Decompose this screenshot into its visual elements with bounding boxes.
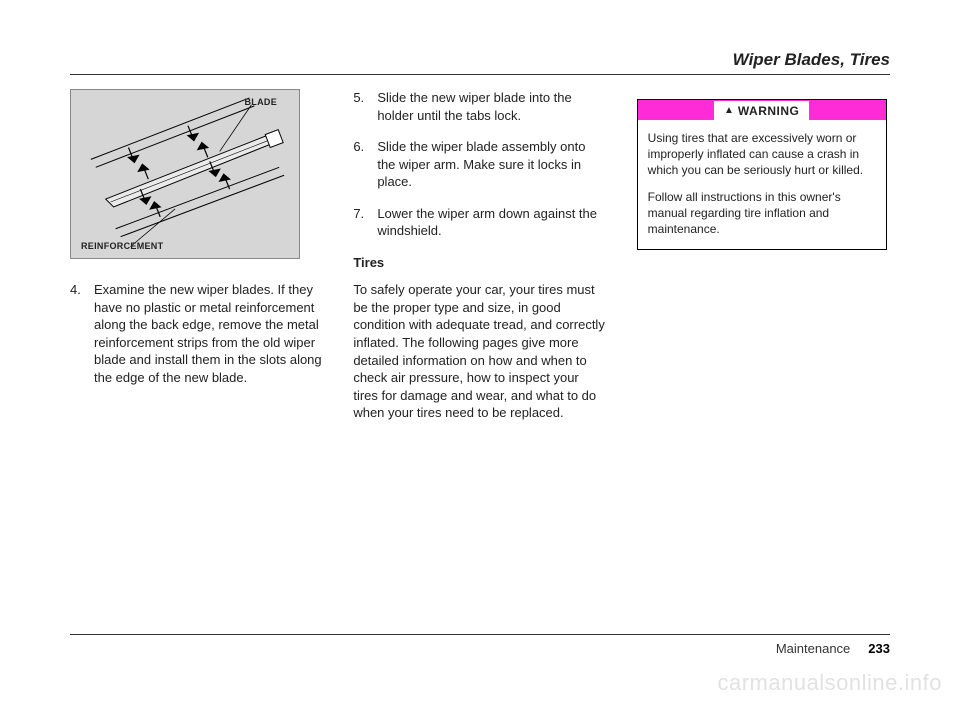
diagram-svg [71, 90, 299, 259]
content-columns: BLADE REINFORCEMENT 4. Examine the new w… [70, 89, 890, 434]
warning-body: Using tires that are excessively worn or… [638, 120, 886, 249]
step-4: 4. Examine the new wiper blades. If they… [70, 281, 323, 386]
step-text: Slide the new wiper blade into the holde… [377, 89, 606, 124]
manual-page: Wiper Blades, Tires [70, 50, 890, 664]
diagram-label-blade: BLADE [245, 96, 278, 108]
warning-bar: ▲ WARNING [638, 100, 886, 120]
tires-paragraph: To safely operate your car, your tires m… [353, 281, 606, 421]
watermark: carmanualsonline.info [717, 670, 942, 696]
page-header: Wiper Blades, Tires [70, 50, 890, 75]
warning-p1: Using tires that are excessively worn or… [648, 130, 876, 179]
step-number: 7. [353, 205, 367, 240]
step-7: 7. Lower the wiper arm down against the … [353, 205, 606, 240]
page-footer: Maintenance 233 [70, 634, 890, 656]
footer-page-number: 233 [868, 641, 890, 656]
column-3: ▲ WARNING Using tires that are excessive… [637, 89, 890, 434]
warning-label: WARNING [738, 101, 800, 121]
step-number: 6. [353, 138, 367, 191]
diagram-label-reinforcement: REINFORCEMENT [81, 240, 163, 252]
warning-triangle-icon: ▲ [724, 106, 734, 116]
step-number: 4. [70, 281, 84, 386]
step-number: 5. [353, 89, 367, 124]
warning-box: ▲ WARNING Using tires that are excessive… [637, 99, 887, 250]
wiper-blade-diagram: BLADE REINFORCEMENT [70, 89, 300, 259]
column-1: BLADE REINFORCEMENT 4. Examine the new w… [70, 89, 323, 434]
step-6: 6. Slide the wiper blade assembly onto t… [353, 138, 606, 191]
column-2: 5. Slide the new wiper blade into the ho… [353, 89, 606, 434]
step-text: Examine the new wiper blades. If they ha… [94, 281, 323, 386]
tires-subhead: Tires [353, 254, 606, 272]
step-text: Lower the wiper arm down against the win… [377, 205, 606, 240]
footer-section: Maintenance [776, 641, 850, 656]
page-title: Wiper Blades, Tires [733, 50, 890, 70]
step-5: 5. Slide the new wiper blade into the ho… [353, 89, 606, 124]
step-text: Slide the wiper blade assembly onto the … [377, 138, 606, 191]
warning-p2: Follow all instructions in this owner's … [648, 189, 876, 238]
